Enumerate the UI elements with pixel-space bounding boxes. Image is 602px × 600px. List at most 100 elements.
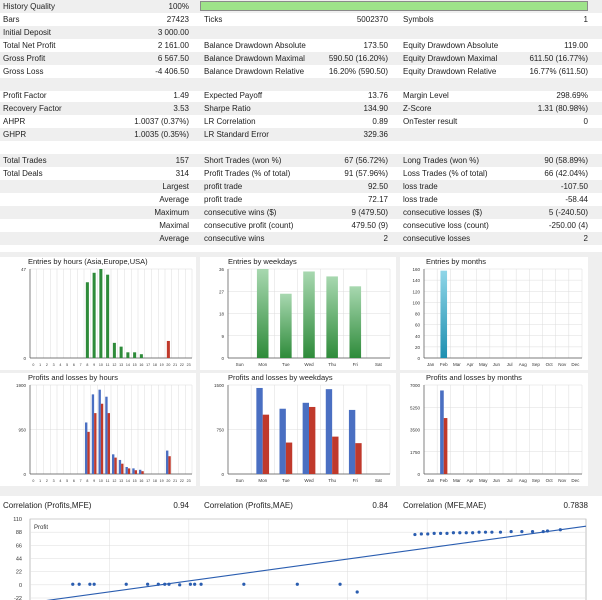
bar (279, 408, 286, 474)
ticks-label: Ticks (204, 15, 223, 24)
y-tick-label: 7000 (410, 383, 421, 388)
bar (303, 271, 315, 358)
scatter-point (445, 531, 449, 535)
balance-dd-rel-label: Balance Drawdown Relative (204, 67, 305, 76)
expected-payoff-label: Expected Payoff (204, 91, 263, 100)
history-quality-value: 100% (168, 2, 189, 11)
x-tick-label: Feb (440, 478, 448, 483)
largest-loss-value: -107.50 (560, 182, 588, 191)
max-consec-losses-label: consecutive losses ($) (403, 208, 483, 217)
x-tick-label: Mar (453, 478, 461, 483)
max-consec-losses-value: 5 (-240.50) (548, 208, 588, 217)
bar (309, 406, 316, 474)
average-consec-label: Average (159, 234, 189, 243)
average-row: Average profit trade 72.17 loss trade -5… (0, 193, 602, 206)
scatter-point (355, 590, 359, 594)
bar (87, 431, 90, 474)
chart-title: Profits and losses by hours (28, 373, 119, 382)
bar (98, 389, 101, 474)
plot-area (29, 518, 587, 600)
total-trades-label: Total Trades (3, 156, 47, 165)
maximum-row: Maximum consecutive wins ($) 9 (479.50) … (0, 206, 602, 219)
bar (262, 414, 270, 474)
y-tick-label: 80 (415, 312, 421, 317)
x-tick-label: 3 (53, 363, 55, 367)
x-tick-label: Apr (467, 362, 475, 367)
bar (85, 422, 88, 474)
profit-factor-value: 1.49 (173, 91, 189, 100)
bar (440, 390, 444, 474)
initial-deposit-label: Initial Deposit (3, 28, 52, 37)
chart-title: Entries by hours (Asia,Europe,USA) (28, 257, 148, 266)
y-tick-label: 750 (216, 428, 224, 433)
bar (141, 471, 144, 474)
entries-by-weekdays-chart: 36 27 18 9 0 Sun Mon Tue Wed Thu Fri Sat (219, 267, 391, 367)
bar (133, 352, 137, 358)
maximal-consec-loss-label: consecutive loss (count) (403, 221, 489, 230)
y-tick-label: 5250 (410, 405, 421, 410)
total-deals-value: 314 (175, 169, 189, 178)
total-net-profit-label: Total Net Profit (3, 41, 56, 50)
scatter-point (432, 531, 436, 535)
x-tick-label: 22 (180, 479, 184, 483)
x-tick-label: 2 (46, 479, 48, 483)
y-tick-label: 1500 (214, 383, 225, 388)
corr-profits-mae-label: Correlation (Profits,MAE) (204, 501, 293, 510)
x-tick-label: Dec (571, 478, 580, 483)
x-tick-label: Thu (328, 478, 336, 483)
average-profit-label: profit trade (204, 195, 243, 204)
scatter-point (541, 529, 545, 534)
corr-profits-mae-value: 0.84 (372, 501, 388, 510)
x-tick-label: 5 (66, 479, 68, 483)
x-tick-label: 15 (133, 479, 137, 483)
chart-title: Entries by weekdays (228, 257, 297, 266)
bar (168, 456, 171, 474)
ontester-result-value: 0 (583, 117, 588, 126)
x-tick-label: 7 (80, 363, 82, 367)
maximal-consec-loss-value: -250.00 (4) (548, 221, 588, 230)
short-trades-value: 67 (56.72%) (344, 156, 388, 165)
entries-by-weekdays-panel: Entries by weekdays 36 27 18 9 0 Sun Mon Tue Wed… (200, 257, 396, 370)
balance-dd-max-value: 590.50 (16.20%) (328, 54, 388, 63)
y-tick-label: 0 (417, 472, 420, 477)
y-tick-label: 0 (221, 472, 224, 477)
profit-trades-label: Profit Trades (% of total) (204, 169, 291, 178)
equity-dd-max-value: 611.50 (16.77%) (529, 54, 588, 63)
x-tick-label: Fri (353, 478, 358, 483)
corr-profits-mfe-label: Correlation (Profits,MFE) (3, 501, 92, 510)
scatter-point (520, 529, 524, 534)
bar (349, 286, 362, 358)
y-tick-label: 44 (16, 557, 22, 563)
max-consec-wins-label: consecutive wins ($) (204, 208, 277, 217)
x-tick-label: Aug (519, 478, 528, 483)
sharpe-ratio-value: 134.90 (363, 104, 388, 113)
x-tick-label: 8 (86, 479, 88, 483)
x-tick-label: Aug (519, 362, 528, 367)
bar (166, 450, 169, 474)
x-tick-label: 14 (126, 363, 130, 367)
x-tick-label: Jul (507, 478, 513, 483)
x-tick-label: 14 (126, 479, 130, 483)
equity-dd-max-label: Equity Drawdown Maximal (403, 54, 498, 63)
y-tick-label: 0 (19, 583, 22, 589)
x-tick-label: 16 (139, 479, 143, 483)
bar (332, 436, 339, 474)
entries-by-months-chart: 160 140 120 100 80 60 40 20 0 Jan Feb Mar Apr May Jun J… (412, 267, 583, 367)
largest-label: Largest (162, 182, 189, 191)
scatter-point (338, 582, 342, 586)
bar (100, 403, 104, 474)
y-tick-label: 110 (13, 517, 22, 523)
bar (139, 469, 142, 474)
scatter-point (464, 531, 468, 535)
scatter-point (509, 529, 513, 534)
largest-profit-label: profit trade (204, 182, 243, 191)
y-tick-label: 27 (219, 289, 225, 294)
ticks-value: 5002370 (356, 15, 388, 24)
entries-by-months-panel: Entries by months 160 140 120 100 80 60 40 20 0 J… (400, 257, 588, 370)
avg-consec-wins-value: 2 (383, 234, 388, 243)
x-tick-label: Jun (493, 362, 501, 367)
bar (280, 293, 292, 358)
x-tick-label: 17 (146, 479, 150, 483)
symbols-label: Symbols (403, 15, 434, 24)
